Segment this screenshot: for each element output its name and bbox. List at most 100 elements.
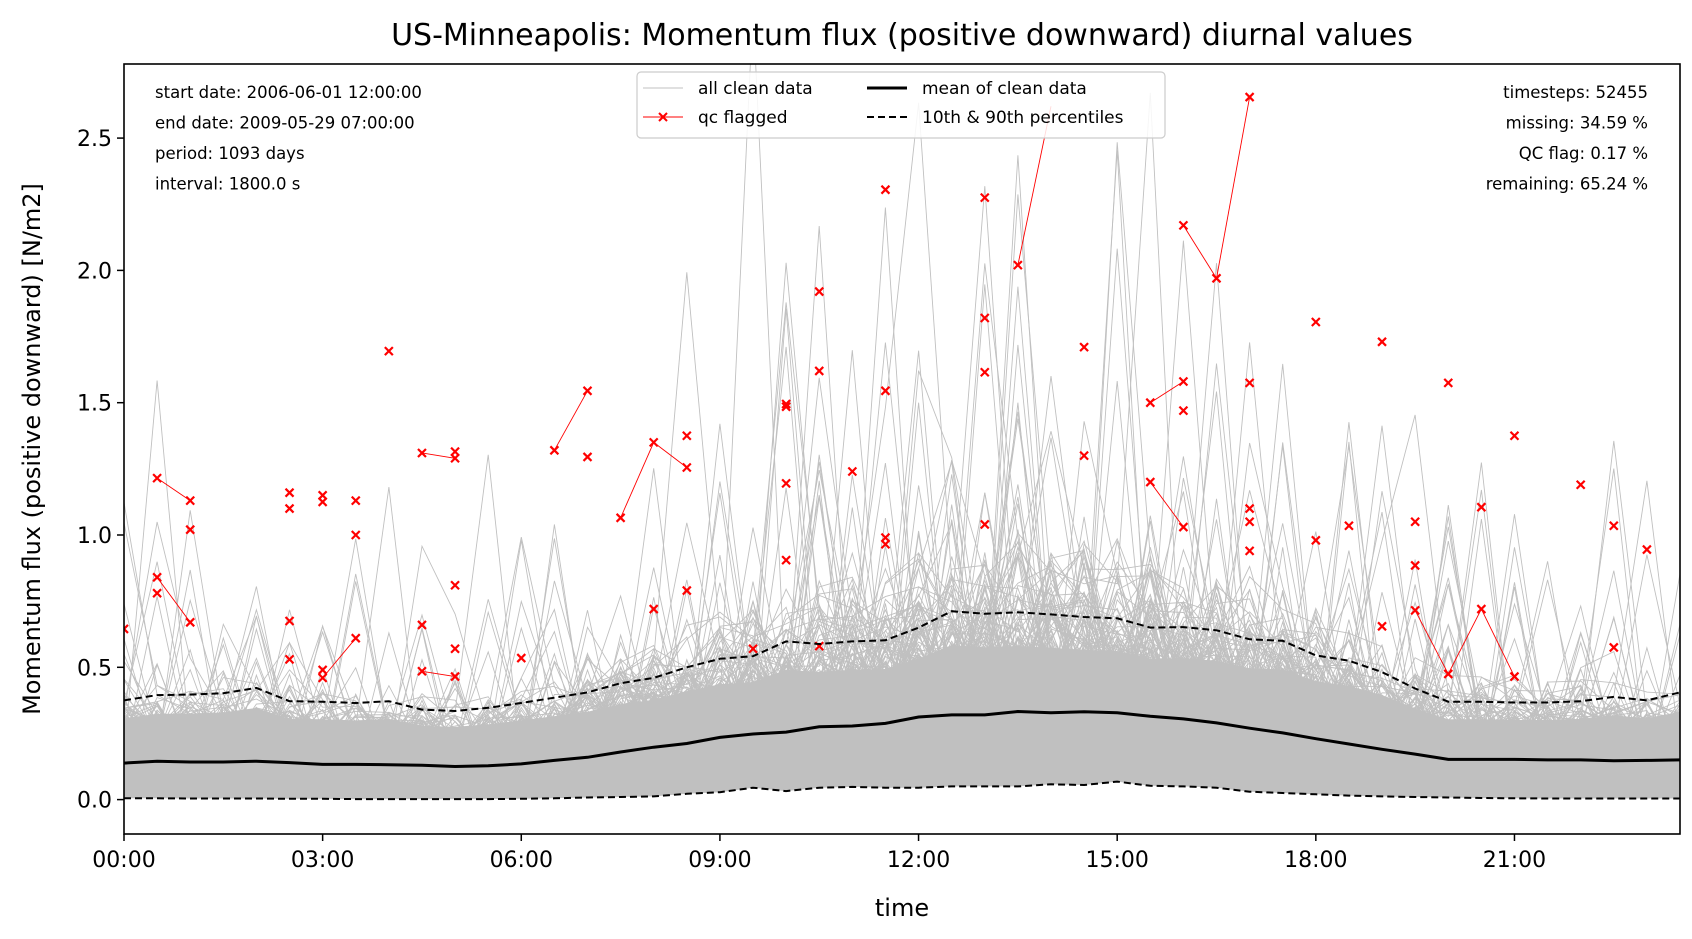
qc-flagged-marker [350, 495, 361, 506]
x-tick-label: 18:00 [1284, 848, 1347, 873]
x-tick-label: 09:00 [688, 848, 751, 873]
x-tick-label: 15:00 [1085, 848, 1148, 873]
legend-label: qc flagged [698, 108, 788, 128]
qc-flagged-marker [979, 519, 990, 530]
qc-flagged-marker [880, 184, 891, 195]
legend-entry: mean of clean data [867, 79, 1087, 99]
qc-flagged-marker [384, 346, 394, 356]
qc-flagged-link [156, 477, 191, 501]
qc-flagged-marker [814, 286, 825, 297]
legend-label: 10th & 90th percentiles [922, 108, 1124, 128]
qc-flagged-marker [1079, 342, 1089, 352]
p90-line [124, 610, 1680, 713]
qc-flagged-marker [350, 633, 361, 643]
qc-flagged-marker [682, 430, 692, 441]
qc-flagged-link [553, 390, 588, 451]
x-tick-label: 00:00 [92, 848, 155, 873]
qc-flagged-marker [317, 497, 328, 507]
y-axis: 0.0 0.5 1.0 1.5 2.0 2.5 [77, 127, 124, 814]
qc-flagged-marker [1178, 220, 1189, 231]
x-axis-label: time [875, 894, 929, 922]
qc-flagged-marker [1211, 273, 1222, 284]
clean-data-line [124, 516, 1680, 771]
legend: all clean data qc flagged mean of clean da… [636, 71, 1166, 139]
y-tick-label: 2.0 [77, 259, 112, 284]
qc-flagged-marker [152, 572, 162, 583]
qc-flagged-marker [582, 452, 593, 462]
qc-flagged-marker [748, 643, 758, 654]
qc-flagged-link [620, 442, 655, 518]
info-left-line: period: 1093 days [155, 144, 305, 163]
qc-flagged-marker [847, 466, 858, 477]
qc-flagged-link [156, 577, 191, 623]
qc-flagged-marker [1013, 260, 1023, 270]
qc-flagged-marker [124, 624, 129, 634]
qc-flagged-marker [1509, 671, 1520, 682]
qc-flagged-marker [284, 503, 295, 514]
qc-flagged-marker [648, 437, 659, 448]
x-axis: 00:00 03:00 06:00 09:00 12:00 15:00 18:00 21:00 [92, 834, 1546, 873]
qc-flagged-marker [1145, 477, 1156, 487]
qc-flagged-marker [1443, 669, 1454, 679]
qc-flagged-link [1414, 610, 1449, 675]
qc-flagged-marker [185, 495, 195, 506]
legend-entry: all clean data [643, 79, 813, 99]
y-tick-label: 0.0 [77, 789, 112, 814]
legend-box [636, 71, 1166, 139]
qc-flagged-marker [781, 399, 791, 409]
qc-flagged-marker [979, 192, 990, 203]
series-lines [124, 610, 1680, 801]
qc-flagged-marker [1410, 605, 1420, 616]
qc-flagged-marker [1244, 92, 1255, 102]
qc-flagged-marker [1377, 621, 1387, 632]
info-right: timesteps: 52455 missing: 34.59 % QC flag:… [1486, 83, 1648, 194]
qc-flagged-marker [682, 462, 692, 473]
qc-flagged-marker [284, 616, 295, 626]
qc-flagged-marker [979, 367, 990, 378]
qc-flagged-marker [1476, 604, 1487, 614]
legend-entry: qc flagged [643, 108, 788, 128]
qc-flagged-marker [317, 665, 328, 675]
qc-flagged-marker [152, 473, 162, 483]
y-tick-label: 1.5 [77, 392, 112, 417]
chart-title: US-Minneapolis: Momentum flux (positive … [391, 18, 1413, 53]
qc-flagged-marker [152, 588, 162, 598]
qc-flagged-marker [880, 386, 891, 396]
qc-flagged-marker [1311, 317, 1321, 327]
info-left-line: interval: 1800.0 s [155, 175, 300, 194]
qc-flagged-marker [781, 478, 791, 489]
qc-flagged-marker [450, 453, 460, 464]
qc-flagged-marker [1178, 522, 1189, 532]
qc-flagged-marker [1178, 405, 1189, 416]
qc-flagged-marker [1244, 546, 1255, 556]
qc-flagged-marker [781, 555, 791, 565]
info-right-line: remaining: 65.24 % [1486, 175, 1648, 194]
qc-flagged-marker [1609, 642, 1619, 653]
plot-frame [123, 63, 1681, 835]
qc-flagged-marker [1609, 520, 1619, 531]
qc-flagged-marker [1410, 560, 1420, 571]
qc-flagged-marker [516, 653, 527, 663]
clean-data-lines [124, 64, 1680, 800]
qc-flagged-marker [1476, 502, 1487, 512]
qc-flagged-marker [880, 539, 891, 550]
qc-flagged-marker [582, 386, 593, 396]
qc-flagged-marker [1575, 479, 1586, 490]
qc-flagged-link [1149, 481, 1184, 528]
qc-flagged-link [421, 452, 456, 459]
info-right-line: missing: 34.59 % [1506, 114, 1648, 133]
qc-flagged-marker [1178, 376, 1189, 387]
qc-flagged-marker [284, 487, 295, 498]
qc-flagged-marker [1410, 516, 1420, 527]
qc-flagged-marker [781, 401, 791, 412]
legend-label: mean of clean data [922, 79, 1087, 99]
qc-flagged-marker [450, 643, 460, 654]
qc-flagged-link [1480, 608, 1515, 677]
qc-flagged-marker [284, 654, 295, 665]
qc-flagged-marker [450, 580, 460, 591]
legend-entry: 10th & 90th percentiles [867, 108, 1124, 128]
qc-flagged-link [1447, 608, 1482, 675]
x-tick-label: 12:00 [887, 848, 950, 873]
qc-flagged-marker [417, 666, 427, 677]
